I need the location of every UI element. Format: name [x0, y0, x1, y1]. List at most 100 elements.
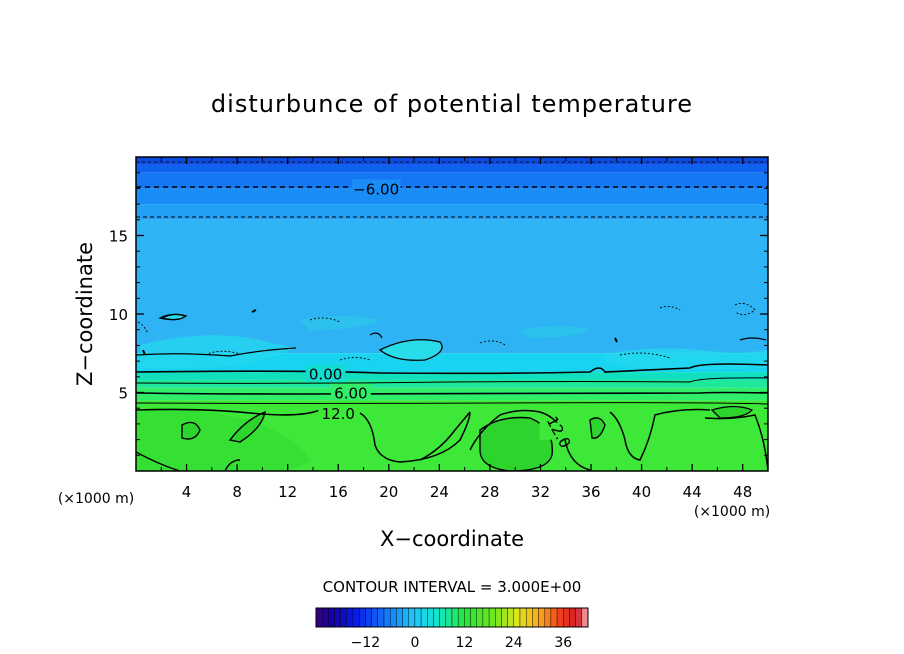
contour-line: [739, 337, 767, 341]
x-tick-label: 12: [278, 483, 297, 501]
colorbar-swatch: [538, 607, 545, 628]
colorbar-swatch: [408, 607, 416, 628]
x-tick-label: 36: [581, 483, 600, 501]
colorbar-tick-label: 12: [455, 635, 473, 651]
colorbar-tick-label: 36: [554, 635, 572, 651]
colorbar-swatch: [581, 607, 589, 628]
colorbar-swatch: [352, 607, 360, 628]
colorbar-swatch: [328, 607, 335, 628]
field-band: [136, 164, 768, 173]
contour-line: [369, 332, 383, 339]
field-band: [136, 204, 768, 220]
cyan-patch: [520, 326, 590, 338]
x-tick-label: 16: [329, 483, 348, 501]
green-lobe: [589, 417, 606, 439]
field-band: [136, 157, 768, 165]
colorbar-swatch: [402, 607, 409, 628]
y-tick-label: 15: [109, 228, 128, 246]
x-tick-label: 20: [379, 483, 398, 501]
colorbar-swatch: [359, 607, 366, 628]
colorbar-swatch: [427, 607, 434, 628]
colorbar-swatch: [420, 607, 428, 628]
x-tick-label: 24: [430, 483, 449, 501]
contour-line: [479, 340, 506, 346]
colorbar-swatch: [346, 607, 354, 628]
colorbar-swatch: [396, 607, 403, 628]
colorbar-swatch: [563, 607, 570, 628]
colorbar-swatch: [377, 607, 385, 628]
x-tick-label: 48: [733, 483, 752, 501]
x-tick-label: 32: [531, 483, 550, 501]
colorbar-tick-label: 24: [505, 635, 523, 651]
colorbar-swatch: [544, 607, 552, 628]
colorbar-swatch: [383, 607, 391, 628]
colorbar-swatch: [433, 607, 440, 628]
field-structures: [136, 313, 768, 471]
green-lobe: [228, 410, 266, 443]
contour-line: [469, 409, 591, 471]
colorbar-swatch: [575, 607, 583, 628]
contour-line: [136, 347, 297, 357]
contour-line: [136, 377, 768, 384]
y-axis-label: Z−coordinate: [73, 242, 97, 386]
x-tick-label: 44: [683, 483, 702, 501]
contour-label: −6.00: [353, 180, 399, 198]
x-unit-label: (×1000 m): [694, 504, 770, 520]
contour-line: [158, 313, 188, 321]
contour-line: [609, 408, 711, 461]
contour-label-bg: [351, 179, 401, 197]
contour-label: 6.00: [334, 385, 367, 403]
green-lobe: [136, 408, 310, 471]
colorbar-swatch: [445, 607, 453, 628]
colorbar-swatch: [470, 607, 477, 628]
colorbar-swatch: [482, 607, 490, 628]
field-band: [136, 219, 768, 354]
contour-line: [619, 352, 671, 359]
colorbar-frame: [315, 607, 589, 628]
colorbar-swatch: [569, 607, 576, 628]
colorbar-swatch: [532, 607, 539, 628]
green-lobe: [479, 416, 554, 471]
colorbar-swatch: [556, 607, 564, 628]
colorbar-tick-label: −12: [351, 635, 381, 651]
contour-label-bg: [330, 383, 371, 401]
colorbar-swatch: [365, 607, 372, 628]
x-tick-label: 40: [632, 483, 651, 501]
colorbar-swatch: [371, 607, 379, 628]
contour-line: [359, 411, 471, 463]
chart-title: disturbunce of potential temperature: [211, 90, 693, 118]
x-ticks: 4 8 12 16 20 24 28 32 36 40 44 48: [160, 157, 752, 501]
colorbar-swatch: [451, 607, 459, 628]
colorbar-swatch: [513, 607, 521, 628]
colorbar-swatch: [488, 607, 496, 628]
contour-line: [734, 302, 756, 315]
colorbar-swatch: [457, 607, 465, 628]
contour-line: [704, 414, 768, 471]
contour-line: [136, 402, 768, 405]
colorbar-swatch: [439, 607, 447, 628]
contour-lines: [136, 161, 768, 471]
contour-line: [136, 451, 181, 471]
contour-line: [614, 337, 618, 343]
contour-line: [419, 411, 471, 461]
contour-label-bg: [318, 403, 359, 421]
colorbar-ticks: −12 0 12 24 36: [351, 635, 573, 651]
cyan-patch: [300, 316, 380, 330]
colorbar-swatch: [340, 607, 348, 628]
contour-label-bg: [539, 422, 580, 440]
field-band: [136, 172, 768, 189]
contour-line: [309, 317, 341, 323]
x-tick-label: 4: [182, 483, 192, 501]
colorbar-swatch: [334, 607, 341, 628]
x-tick-label: 8: [232, 483, 242, 501]
contour-line: [137, 321, 149, 335]
colorbar-swatch: [495, 607, 502, 628]
field-band: [136, 372, 768, 380]
y-tick-label: 10: [109, 306, 128, 324]
contour-line: [659, 305, 681, 311]
contour-line: [142, 349, 146, 356]
colorbar-swatch: [414, 607, 422, 628]
